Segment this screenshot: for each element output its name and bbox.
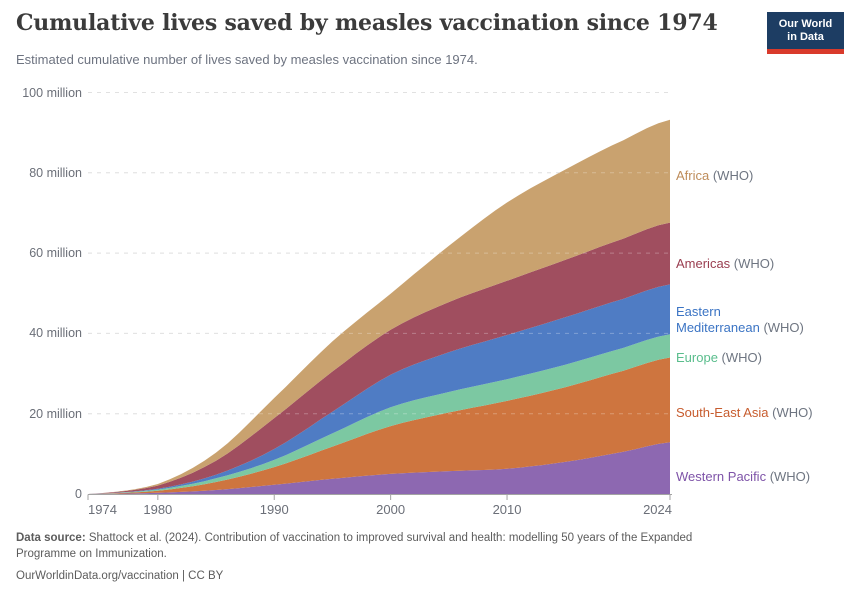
area-europe[interactable] [88, 334, 670, 494]
area-western-pacific[interactable] [88, 442, 670, 494]
chart-subtitle: Estimated cumulative number of lives sav… [16, 52, 478, 67]
chart-footer: Data source: Shattock et al. (2024). Con… [16, 530, 806, 584]
area-africa[interactable] [88, 119, 670, 495]
legend-who-suffix: (WHO) [759, 319, 804, 335]
y-tick-100: 100 million [22, 85, 82, 100]
y-tick-60: 60 million [29, 246, 82, 261]
data-source-label: Data source: [16, 532, 86, 544]
legend-name: Mediterranean [676, 319, 760, 335]
legend-who-suffix: (WHO) [709, 168, 754, 183]
y-tick-0: 0 [75, 487, 82, 501]
x-tick-2000: 2000 [376, 502, 406, 517]
legend-who-suffix: (WHO) [768, 405, 813, 420]
data-source-line2: Programme on Immunization. [16, 548, 167, 560]
legend-name: Americas [676, 256, 731, 271]
owid-url-link[interactable]: OurWorldinData.org/vaccination | CC BY [16, 570, 224, 582]
legend-item-western-pacific[interactable]: Western Pacific (WHO) [676, 469, 836, 485]
data-source-line1: Shattock et al. (2024). Contribution of … [85, 532, 693, 544]
legend-who-suffix: (WHO) [766, 469, 811, 484]
legend-item-south-east-asia[interactable]: South-East Asia (WHO) [676, 405, 836, 421]
x-tick-1980: 1980 [143, 502, 173, 517]
legend-item-europe[interactable]: Europe (WHO) [676, 350, 836, 366]
legend-item-americas[interactable]: Americas (WHO) [676, 256, 836, 272]
page-title: Cumulative lives saved by measles vaccin… [16, 10, 718, 36]
data-source-text: Data source: Shattock et al. (2024). Con… [16, 530, 806, 546]
legend-name: Africa [676, 168, 710, 183]
owid-logo[interactable]: Our World in Data [767, 12, 844, 54]
area-americas[interactable] [88, 222, 670, 494]
legend-name: Western Pacific [676, 469, 767, 484]
legend-who-suffix: (WHO) [730, 256, 775, 271]
x-tick-2024: 2024 [643, 502, 672, 517]
x-tick-1974: 1974 [88, 502, 117, 517]
legend-who-suffix: (WHO) [717, 350, 762, 365]
owid-logo-line2: in Data [787, 31, 824, 43]
legend-name: Eastern [676, 304, 721, 319]
legend-name: Europe [676, 350, 718, 365]
legend-name: South-East Asia [676, 405, 769, 420]
y-tick-80: 80 million [29, 165, 82, 180]
x-tick-1990: 1990 [259, 502, 289, 517]
x-tick-2010: 2010 [492, 502, 522, 517]
legend-item-africa[interactable]: Africa (WHO) [676, 168, 836, 184]
y-tick-20: 20 million [29, 406, 82, 421]
area-south-east-asia[interactable] [88, 357, 670, 495]
area-eastern-mediterranean[interactable] [88, 284, 670, 494]
legend-item-eastern-mediterranean[interactable]: Eastern Mediterranean (WHO) [676, 304, 836, 335]
y-tick-40: 40 million [29, 326, 82, 341]
owid-logo-line1: Our World [778, 18, 833, 30]
